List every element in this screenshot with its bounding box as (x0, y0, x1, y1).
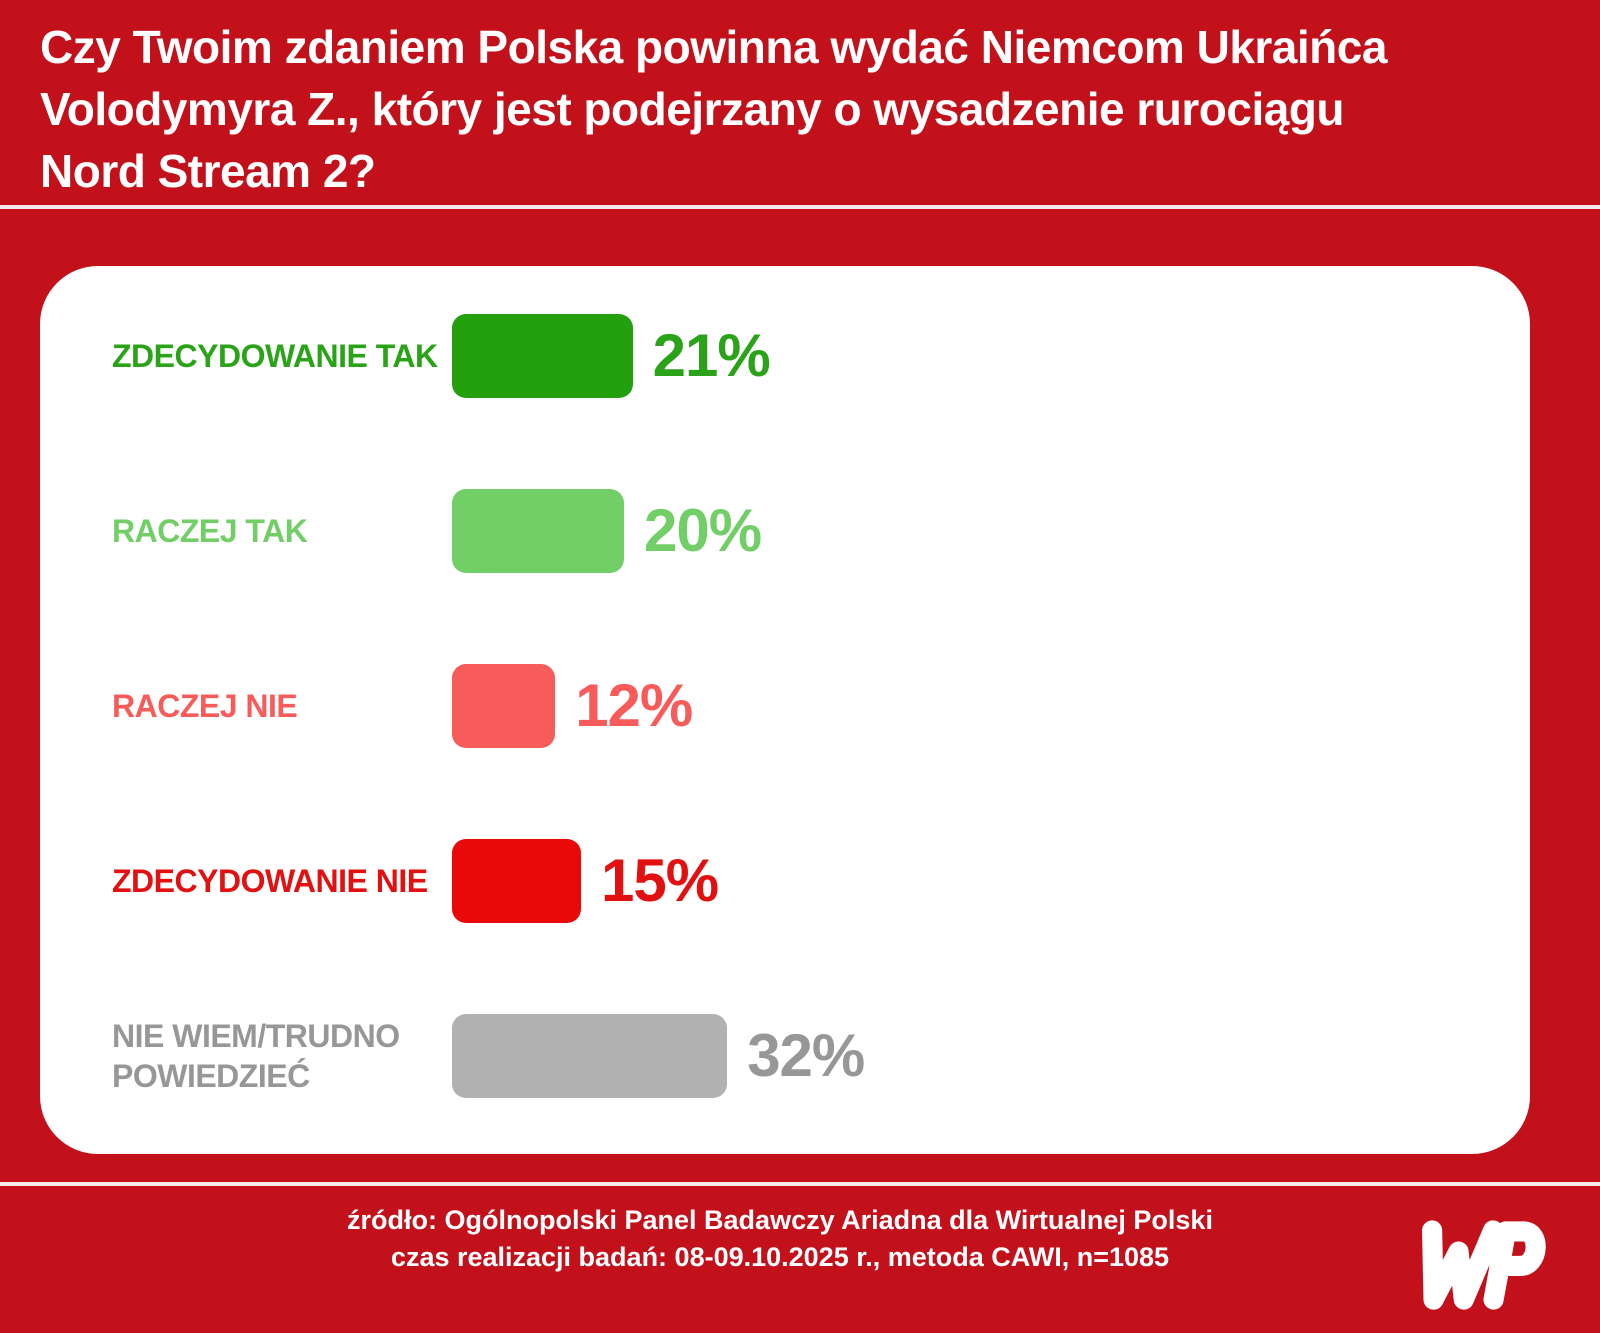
category-label: ZDECYDOWANIE TAK (112, 337, 438, 374)
footer-divider (0, 1182, 1600, 1186)
value-label: 12% (575, 672, 693, 739)
chart-row: NIE WIEM/TRUDNO POWIEDZIEĆ 32% (40, 968, 1530, 1143)
bar (452, 313, 633, 398)
bar (452, 1013, 728, 1098)
chart-section: ZDECYDOWANIE TAK 21% RACZEJ TAK 20% RACZ… (0, 209, 1600, 1182)
header-divider (0, 205, 1600, 209)
chart-row: RACZEJ TAK 20% (40, 443, 1530, 618)
category-label: ZDECYDOWANIE NIE (112, 862, 428, 899)
chart-row: ZDECYDOWANIE NIE 15% (40, 793, 1530, 968)
value-label: 20% (644, 497, 762, 564)
value-label: 21% (652, 322, 771, 389)
chart-row: ZDECYDOWANIE TAK 21% (40, 268, 1530, 443)
category-label: RACZEJ TAK (112, 512, 308, 549)
bar (452, 663, 556, 748)
wp-logo-icon (1422, 1220, 1546, 1310)
question-header: Czy Twoim zdaniem Polska powinna wydać N… (0, 0, 1600, 205)
question-title: Czy Twoim zdaniem Polska powinna wydać N… (40, 21, 1387, 197)
value-label: 32% (747, 1022, 865, 1089)
source-text: źródło: Ogólnopolski Panel Badawczy Aria… (347, 1205, 1213, 1272)
category-label: NIE WIEM/TRUDNO POWIEDZIEĆ (112, 1017, 400, 1094)
chart-row: RACZEJ NIE 12% (40, 618, 1530, 793)
category-label: RACZEJ NIE (112, 687, 298, 724)
bar (452, 488, 624, 573)
bar (452, 838, 581, 923)
footer: źródło: Ogólnopolski Panel Badawczy Aria… (0, 1186, 1600, 1333)
chart-card: ZDECYDOWANIE TAK 21% RACZEJ TAK 20% RACZ… (40, 266, 1530, 1154)
value-label: 15% (601, 847, 719, 914)
